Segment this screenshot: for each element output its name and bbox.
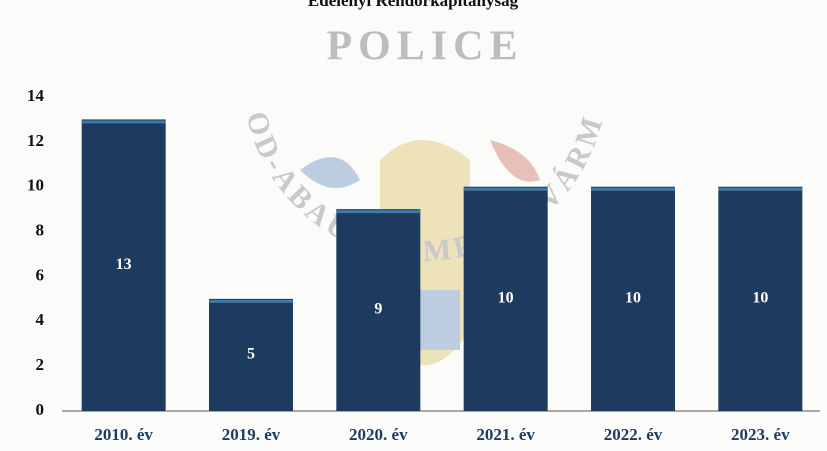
y-tick-label: 4 [36, 310, 45, 329]
y-tick-label: 14 [27, 86, 45, 105]
value-label: 10 [625, 290, 641, 307]
value-label: 9 [374, 301, 382, 318]
bar-highlight [718, 187, 803, 191]
x-tick-label: 2021. év [476, 425, 535, 444]
value-label: 10 [498, 290, 514, 307]
bar-highlight [81, 120, 166, 124]
bar [591, 186, 675, 411]
value-label: 10 [752, 290, 768, 307]
chart-title: Edelényi Rendőrkapitányság [308, 0, 519, 10]
y-tick-label: 12 [27, 131, 44, 150]
y-tick-label: 2 [36, 355, 45, 374]
bar-highlight [463, 187, 548, 191]
bar [463, 186, 548, 411]
y-tick-label: 8 [36, 220, 45, 239]
watermark: POLICE [326, 24, 523, 70]
y-tick-label: 6 [36, 265, 45, 284]
bar [209, 298, 293, 411]
y-tick-label: 10 [27, 176, 44, 195]
x-tick-label: 2022. év [604, 425, 663, 444]
value-label: 13 [116, 256, 132, 273]
bar-highlight [591, 187, 675, 191]
x-tick-label: 2010. év [94, 425, 153, 444]
bar [81, 119, 166, 411]
bar-highlight [336, 210, 421, 214]
x-tick-label: 2023. év [731, 425, 790, 444]
y-tick-label: 0 [36, 400, 45, 419]
x-tick-label: 2020. év [349, 425, 408, 444]
bar-highlight [209, 299, 293, 303]
value-label: 5 [247, 346, 255, 363]
bar [336, 209, 421, 411]
bar [718, 186, 803, 411]
x-tick-label: 2019. év [222, 425, 281, 444]
